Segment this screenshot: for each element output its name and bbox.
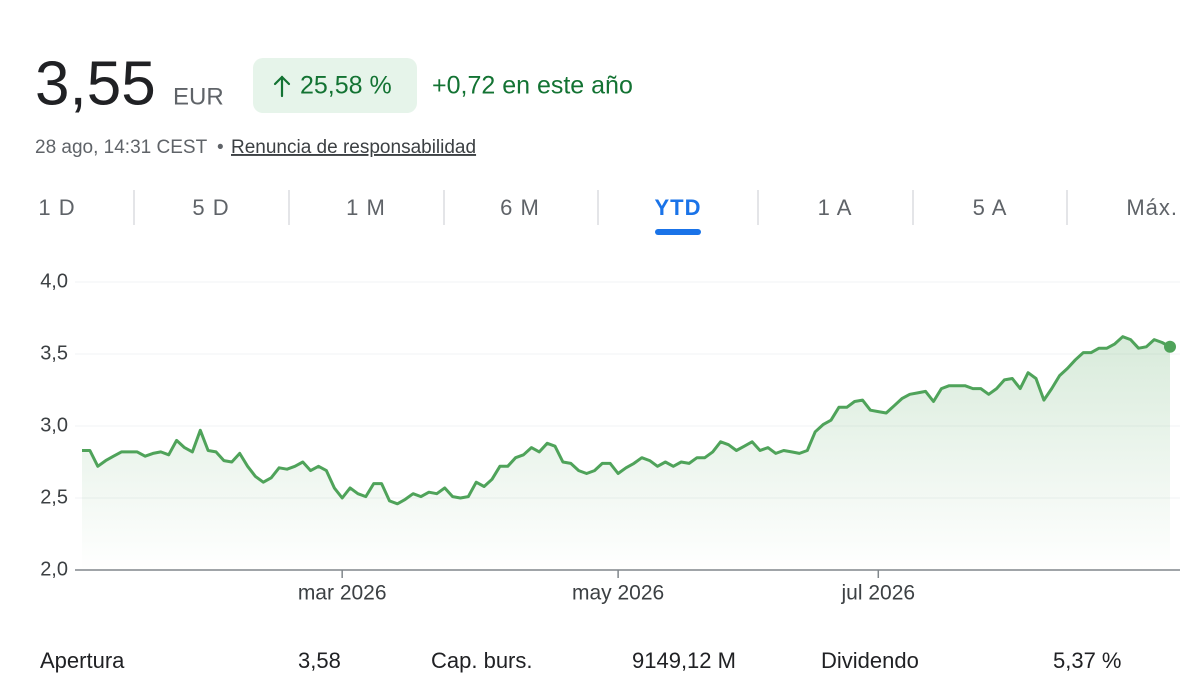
active-tab-indicator [655,229,701,235]
change-pct: 25,58 % [300,72,392,100]
stat-value: 3,58 [298,648,341,673]
range-tab[interactable]: 5 D [192,195,229,220]
x-tick-label: may 2026 [572,582,664,605]
y-tick-label: 4,0 [40,270,68,292]
price: 3,55 [35,49,156,118]
price-chart: 2,0 2,5 3,0 3,5 4,0 mar 2026 may 2026 jul 2026 [40,270,1180,605]
change-abs: +0,72 en este año [432,72,633,100]
stats-row: Apertura 3,58 Cap. burs. 9149,12 M Dividendo… [40,648,1122,673]
stat-value: 5,37 % [1053,648,1122,673]
range-tab[interactable]: 5 A [973,195,1008,220]
y-tick-label: 3,5 [40,342,68,364]
price-line [82,335,1171,506]
stat-label: Apertura [40,648,125,673]
range-tab[interactable]: YTD [655,195,702,220]
stat-label: Dividendo [821,648,919,673]
currency: EUR [173,83,224,110]
y-tick-label: 3,0 [40,414,68,436]
change-pill [253,58,417,113]
range-tab[interactable]: 1 M [346,195,386,220]
last-point [1164,340,1176,353]
timestamp: 28 ago, 14:31 CEST [35,137,208,158]
x-tick-label: mar 2026 [298,582,387,605]
disclaimer-link[interactable]: Renuncia de responsabilidad [231,137,476,158]
range-tab[interactable]: 1 D [38,195,75,220]
stat-value: 9149,12 M [632,648,736,673]
y-tick-label: 2,0 [40,558,68,580]
area-fill [82,336,1170,570]
range-tab[interactable]: 6 M [500,195,540,220]
range-tab[interactable]: Máx. [1126,195,1178,220]
x-tick-label: jul 2026 [841,582,916,605]
range-tab[interactable]: 1 A [818,195,853,220]
separator: • [217,137,224,158]
stat-label: Cap. burs. [431,648,533,673]
up-arrow [273,75,291,98]
range-tabs: 1 D 5 D 1 M 6 M YTD 1 A 5 A Máx. [38,190,1178,235]
y-tick-label: 2,5 [40,486,68,508]
